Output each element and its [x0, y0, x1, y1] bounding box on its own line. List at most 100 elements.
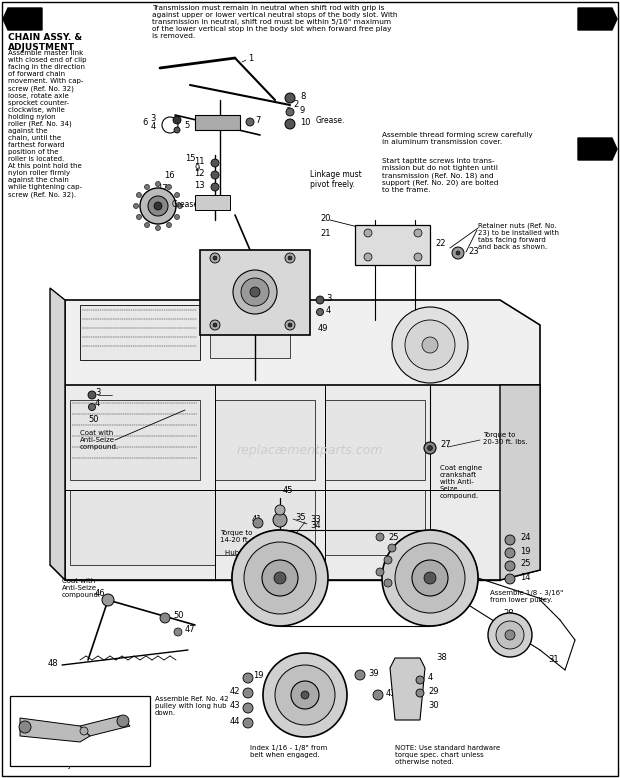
Circle shape	[232, 530, 328, 626]
Circle shape	[376, 533, 384, 541]
Polygon shape	[65, 385, 540, 580]
Bar	[325, 490, 425, 555]
Bar	[215, 490, 315, 555]
Text: Coat engine
crankshaft
with Anti-
Seize
compound.: Coat engine crankshaft with Anti- Seize …	[440, 465, 482, 499]
Text: 4: 4	[428, 674, 433, 682]
Circle shape	[452, 247, 464, 259]
Circle shape	[505, 630, 515, 640]
Text: 32: 32	[396, 579, 407, 587]
Circle shape	[177, 204, 182, 209]
Bar	[210, 308, 290, 358]
Circle shape	[286, 108, 294, 116]
Text: 25: 25	[388, 532, 399, 541]
Text: 25: 25	[400, 544, 410, 552]
Circle shape	[355, 670, 365, 680]
Text: Linkage must
pivot freely.: Linkage must pivot freely.	[310, 170, 361, 189]
Circle shape	[384, 579, 392, 587]
Text: 18: 18	[265, 265, 276, 275]
Circle shape	[160, 613, 170, 623]
Polygon shape	[390, 658, 425, 720]
Circle shape	[174, 127, 180, 133]
Circle shape	[213, 256, 217, 260]
Circle shape	[424, 572, 436, 584]
Circle shape	[156, 181, 161, 187]
Circle shape	[382, 530, 478, 626]
Text: replacæmentparts.com: replacæmentparts.com	[237, 443, 383, 457]
Text: 14: 14	[520, 573, 531, 581]
Text: Retainer nuts (Ref. No.
23) to be installed with
tabs facing forward
and back as: Retainer nuts (Ref. No. 23) to be instal…	[478, 222, 559, 250]
Text: 12: 12	[195, 169, 205, 177]
Text: Assemble thread forming screw carefully
in aluminum transmission cover.: Assemble thread forming screw carefully …	[382, 132, 533, 145]
Circle shape	[288, 256, 292, 260]
Circle shape	[274, 572, 286, 584]
Circle shape	[416, 689, 424, 697]
Circle shape	[384, 556, 392, 564]
Circle shape	[428, 446, 433, 450]
Circle shape	[102, 594, 114, 606]
Polygon shape	[200, 250, 310, 335]
Polygon shape	[3, 8, 42, 30]
Text: 46: 46	[43, 710, 57, 720]
Text: 13: 13	[195, 180, 205, 190]
Circle shape	[233, 270, 277, 314]
Circle shape	[148, 196, 168, 216]
Circle shape	[505, 561, 515, 571]
Text: Index 1/16 - 1/8" from
belt when engaged.: Index 1/16 - 1/8" from belt when engaged…	[250, 745, 327, 758]
Text: 19: 19	[253, 671, 264, 681]
Circle shape	[211, 183, 219, 191]
Text: 24: 24	[520, 534, 531, 542]
Text: 34: 34	[310, 521, 321, 531]
Text: 22: 22	[435, 239, 446, 247]
Text: M: M	[588, 142, 602, 156]
Circle shape	[505, 548, 515, 558]
Circle shape	[136, 215, 141, 219]
Circle shape	[422, 337, 438, 353]
Circle shape	[136, 192, 141, 198]
Text: Grease.: Grease.	[316, 116, 345, 125]
Circle shape	[144, 184, 149, 190]
Text: 5: 5	[185, 121, 190, 129]
Text: 10: 10	[300, 117, 311, 127]
Text: 30: 30	[428, 700, 438, 710]
Text: 46: 46	[94, 588, 105, 598]
Polygon shape	[500, 385, 540, 580]
Circle shape	[395, 543, 465, 613]
Text: 9: 9	[195, 163, 200, 173]
Text: 19: 19	[520, 546, 531, 555]
Circle shape	[241, 278, 269, 306]
Text: 11: 11	[195, 156, 205, 166]
Circle shape	[243, 703, 253, 713]
Circle shape	[210, 320, 220, 330]
Text: 20: 20	[320, 213, 330, 223]
Text: Start taptite screws into trans-
mission but do not tighten until
transmission (: Start taptite screws into trans- mission…	[382, 158, 498, 193]
Text: Assemble Ref. No. 42
pulley with long hub
down.: Assemble Ref. No. 42 pulley with long hu…	[155, 696, 229, 716]
Text: 43: 43	[229, 702, 240, 710]
Text: 49: 49	[388, 567, 399, 576]
Text: 15: 15	[185, 153, 196, 163]
Text: 4: 4	[95, 398, 100, 408]
Text: 47: 47	[185, 626, 196, 635]
Circle shape	[414, 229, 422, 237]
Polygon shape	[20, 718, 90, 742]
Polygon shape	[578, 138, 617, 160]
Text: Transmission must remain in neutral when shift rod with grip is
against upper or: Transmission must remain in neutral when…	[152, 5, 397, 39]
Text: Hub facing up.: Hub facing up.	[225, 550, 277, 556]
Circle shape	[288, 323, 292, 327]
Circle shape	[174, 628, 182, 636]
Text: 3: 3	[95, 387, 100, 397]
Circle shape	[211, 171, 219, 179]
Circle shape	[262, 560, 298, 596]
Circle shape	[505, 574, 515, 584]
Polygon shape	[65, 300, 540, 390]
Text: 49: 49	[318, 324, 329, 333]
Text: Coat with
Anti-Seize
compound.: Coat with Anti-Seize compound.	[80, 430, 119, 450]
Circle shape	[213, 323, 217, 327]
Bar	[10, 696, 150, 766]
Circle shape	[243, 688, 253, 698]
Text: 50: 50	[173, 612, 184, 621]
Text: 35: 35	[295, 513, 306, 523]
Circle shape	[210, 253, 220, 263]
Circle shape	[364, 253, 372, 261]
Text: 9: 9	[300, 106, 305, 114]
Polygon shape	[50, 288, 65, 580]
